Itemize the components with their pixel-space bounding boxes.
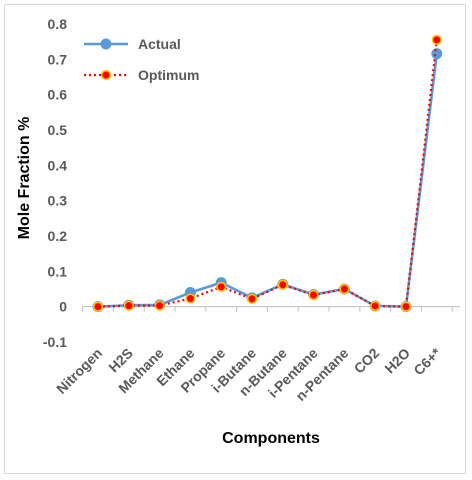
y-tick-label: 0.5 [48,122,68,138]
series-line [97,39,438,308]
legend-item: Optimum [84,67,199,83]
x-tick-label: C6+* [410,344,444,378]
series-line [97,53,439,308]
data-point [370,300,381,312]
series-optimum [92,34,442,312]
series-actual [92,48,443,313]
data-point [123,300,134,311]
x-tick-label: CO2 [351,345,383,377]
x-axis-title: Components [222,430,320,447]
y-tick-label: 0.3 [48,193,68,209]
y-tick-label: 0.6 [48,87,68,103]
data-point [277,279,288,290]
series-layer [92,34,443,313]
data-point [400,301,412,312]
data-point [308,289,319,301]
data-point [154,300,165,311]
y-tick-label: 0.8 [48,16,68,32]
legend-label: Optimum [138,67,199,83]
x-axis: Nitrogen H2SMethaneEthanePropanei-Butanen… [53,306,460,404]
y-tick-label: 0.4 [48,157,68,173]
y-tick-label: 0.2 [48,228,68,244]
legend-label: Actual [138,36,181,52]
x-tick-label: H2O [381,345,413,377]
y-tick-label: -0.1 [43,334,67,350]
data-point [246,293,258,304]
data-point [339,283,350,295]
y-tick-label: 0.1 [48,263,68,279]
chart-frame [4,4,466,474]
data-point [92,301,104,312]
data-point [431,48,443,60]
legend-swatch-marker [100,69,112,81]
data-point [216,281,227,292]
data-point [185,293,196,304]
data-point [431,34,442,46]
legend: Actual Optimum [84,36,199,83]
y-axis: -0.1 0 0.1 0.2 0.3 0.4 0.5 0.6 0.7 0.8 [43,16,67,350]
y-axis-title: Mole Fraction % [16,117,33,240]
y-tick-label: 0.7 [48,51,68,67]
y-tick-label: 0 [59,299,67,315]
x-tick-label: Nitrogen [53,345,105,397]
legend-swatch-marker [100,38,112,50]
legend-item: Actual [84,36,181,52]
